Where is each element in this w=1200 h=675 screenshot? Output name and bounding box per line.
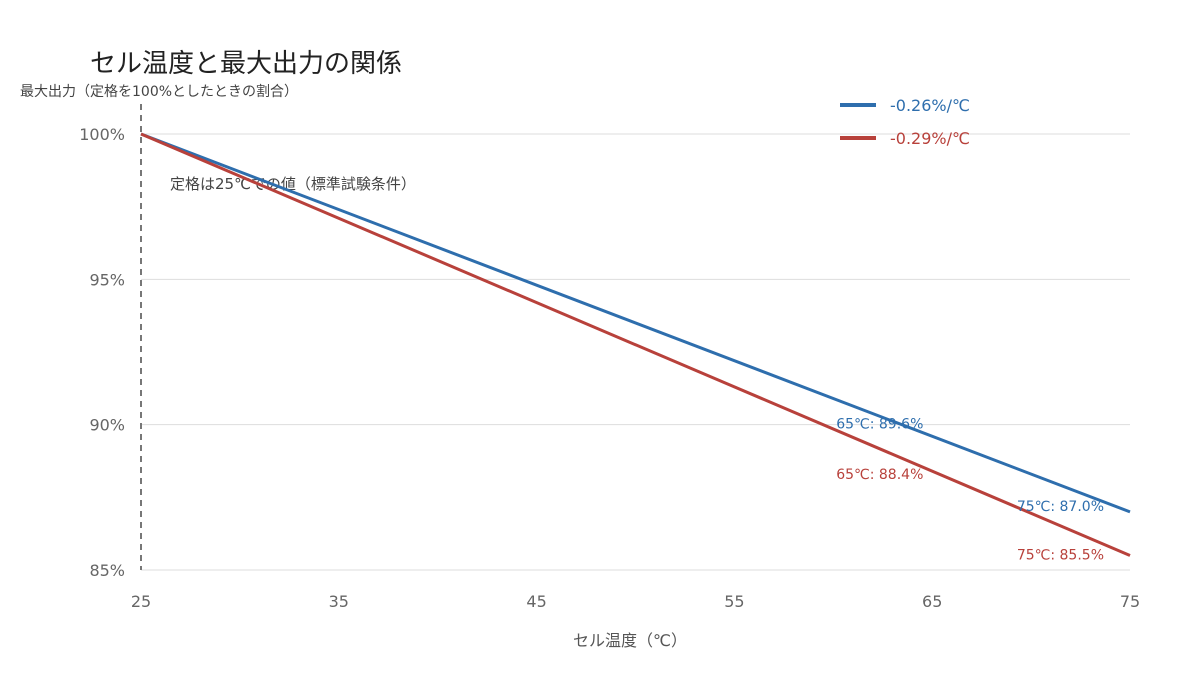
y-tick-label: 85% [89,561,125,580]
series-lines [140,132,1131,557]
reference-note: 定格は25℃での値（標準試験条件） [170,175,416,193]
annotations: 65℃: 89.6% 65℃: 88.4% 75℃: 87.0% 75℃: 85.5% [836,416,1104,563]
x-tick-label: 25 [131,592,151,611]
y-tick-label: 100% [79,125,125,144]
series-line-2 [140,132,1131,557]
grid-lines [141,133,1130,571]
x-tick-label: 75 [1120,592,1140,611]
x-tick-label: 45 [526,592,546,611]
x-tick-label: 35 [329,592,349,611]
series-line-1 [140,132,1131,514]
legend-label: -0.29%/℃ [890,129,970,148]
chart-title: セル温度と最大出力の関係 [90,49,402,79]
data-annotation: 65℃: 89.6% [836,416,923,432]
x-axis-label: セル温度（℃） [573,631,687,650]
y-tick-label: 95% [89,270,125,289]
data-annotation: 75℃: 87.0% [1017,499,1104,515]
y-ticks: 85% 90% 95% 100% [79,125,125,580]
x-ticks: 25 35 45 55 65 75 [131,592,1140,611]
data-annotation: 75℃: 85.5% [1017,547,1104,563]
y-axis-label: 最大出力（定格を100%としたときの割合） [20,83,298,100]
legend: -0.26%/℃ -0.29%/℃ [840,96,970,148]
x-tick-label: 55 [724,592,744,611]
y-tick-label: 90% [89,416,125,435]
data-annotation: 65℃: 88.4% [836,467,923,483]
x-tick-label: 65 [922,592,942,611]
legend-label: -0.26%/℃ [890,96,970,115]
reference-line: 定格は25℃での値（標準試験条件） [140,104,416,570]
